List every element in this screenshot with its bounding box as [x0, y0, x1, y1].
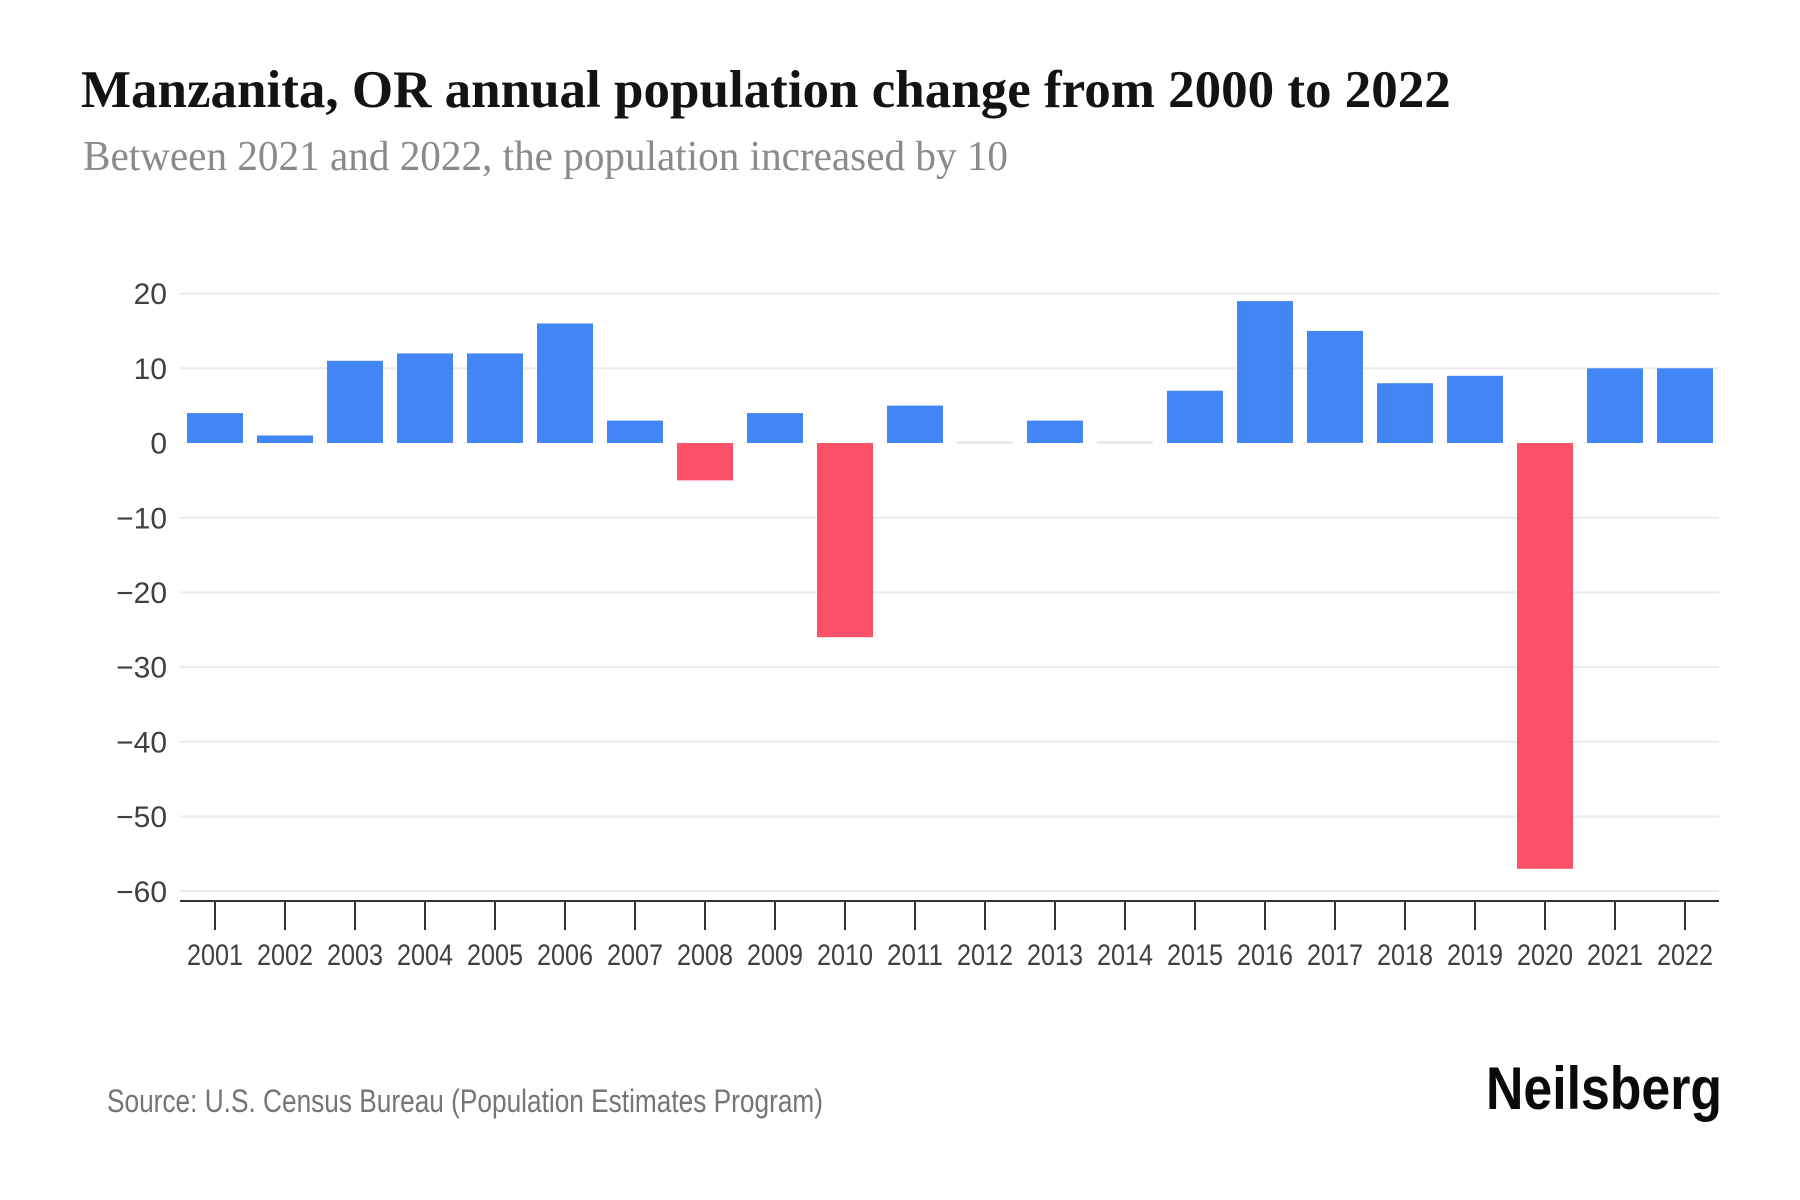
svg-text:2004: 2004: [397, 939, 453, 972]
svg-text:2003: 2003: [327, 939, 383, 972]
svg-text:Neilsberg: Neilsberg: [1486, 1055, 1722, 1122]
svg-text:−60: −60: [116, 876, 167, 909]
svg-text:2019: 2019: [1447, 939, 1503, 972]
svg-text:2016: 2016: [1237, 939, 1293, 972]
svg-text:0: 0: [150, 428, 167, 461]
svg-text:2022: 2022: [1657, 939, 1713, 972]
svg-text:−50: −50: [116, 801, 167, 834]
svg-text:2007: 2007: [607, 939, 663, 972]
svg-text:2005: 2005: [467, 939, 523, 972]
svg-text:Manzanita, OR annual populatio: Manzanita, OR annual population change f…: [81, 61, 1451, 119]
svg-text:20: 20: [134, 278, 167, 311]
svg-text:2017: 2017: [1307, 939, 1363, 972]
svg-text:2015: 2015: [1167, 939, 1223, 972]
svg-text:2002: 2002: [257, 939, 313, 972]
svg-text:2010: 2010: [817, 939, 873, 972]
svg-text:2012: 2012: [957, 939, 1013, 972]
svg-text:−30: −30: [116, 652, 167, 685]
svg-text:−20: −20: [116, 577, 167, 610]
svg-text:10: 10: [134, 353, 167, 386]
svg-text:2001: 2001: [187, 939, 243, 972]
svg-text:Source: U.S. Census Bureau (Po: Source: U.S. Census Bureau (Population E…: [107, 1083, 823, 1119]
svg-text:2011: 2011: [887, 939, 943, 972]
svg-text:Between 2021 and 2022, the pop: Between 2021 and 2022, the population in…: [83, 134, 1008, 180]
svg-text:−40: −40: [116, 726, 167, 759]
svg-text:2018: 2018: [1377, 939, 1433, 972]
svg-text:2020: 2020: [1517, 939, 1573, 972]
svg-text:2021: 2021: [1587, 939, 1643, 972]
svg-text:2008: 2008: [677, 939, 733, 972]
svg-text:2006: 2006: [537, 939, 593, 972]
svg-text:2013: 2013: [1027, 939, 1083, 972]
svg-text:2014: 2014: [1097, 939, 1153, 972]
svg-text:2009: 2009: [747, 939, 803, 972]
svg-text:−10: −10: [116, 502, 167, 535]
